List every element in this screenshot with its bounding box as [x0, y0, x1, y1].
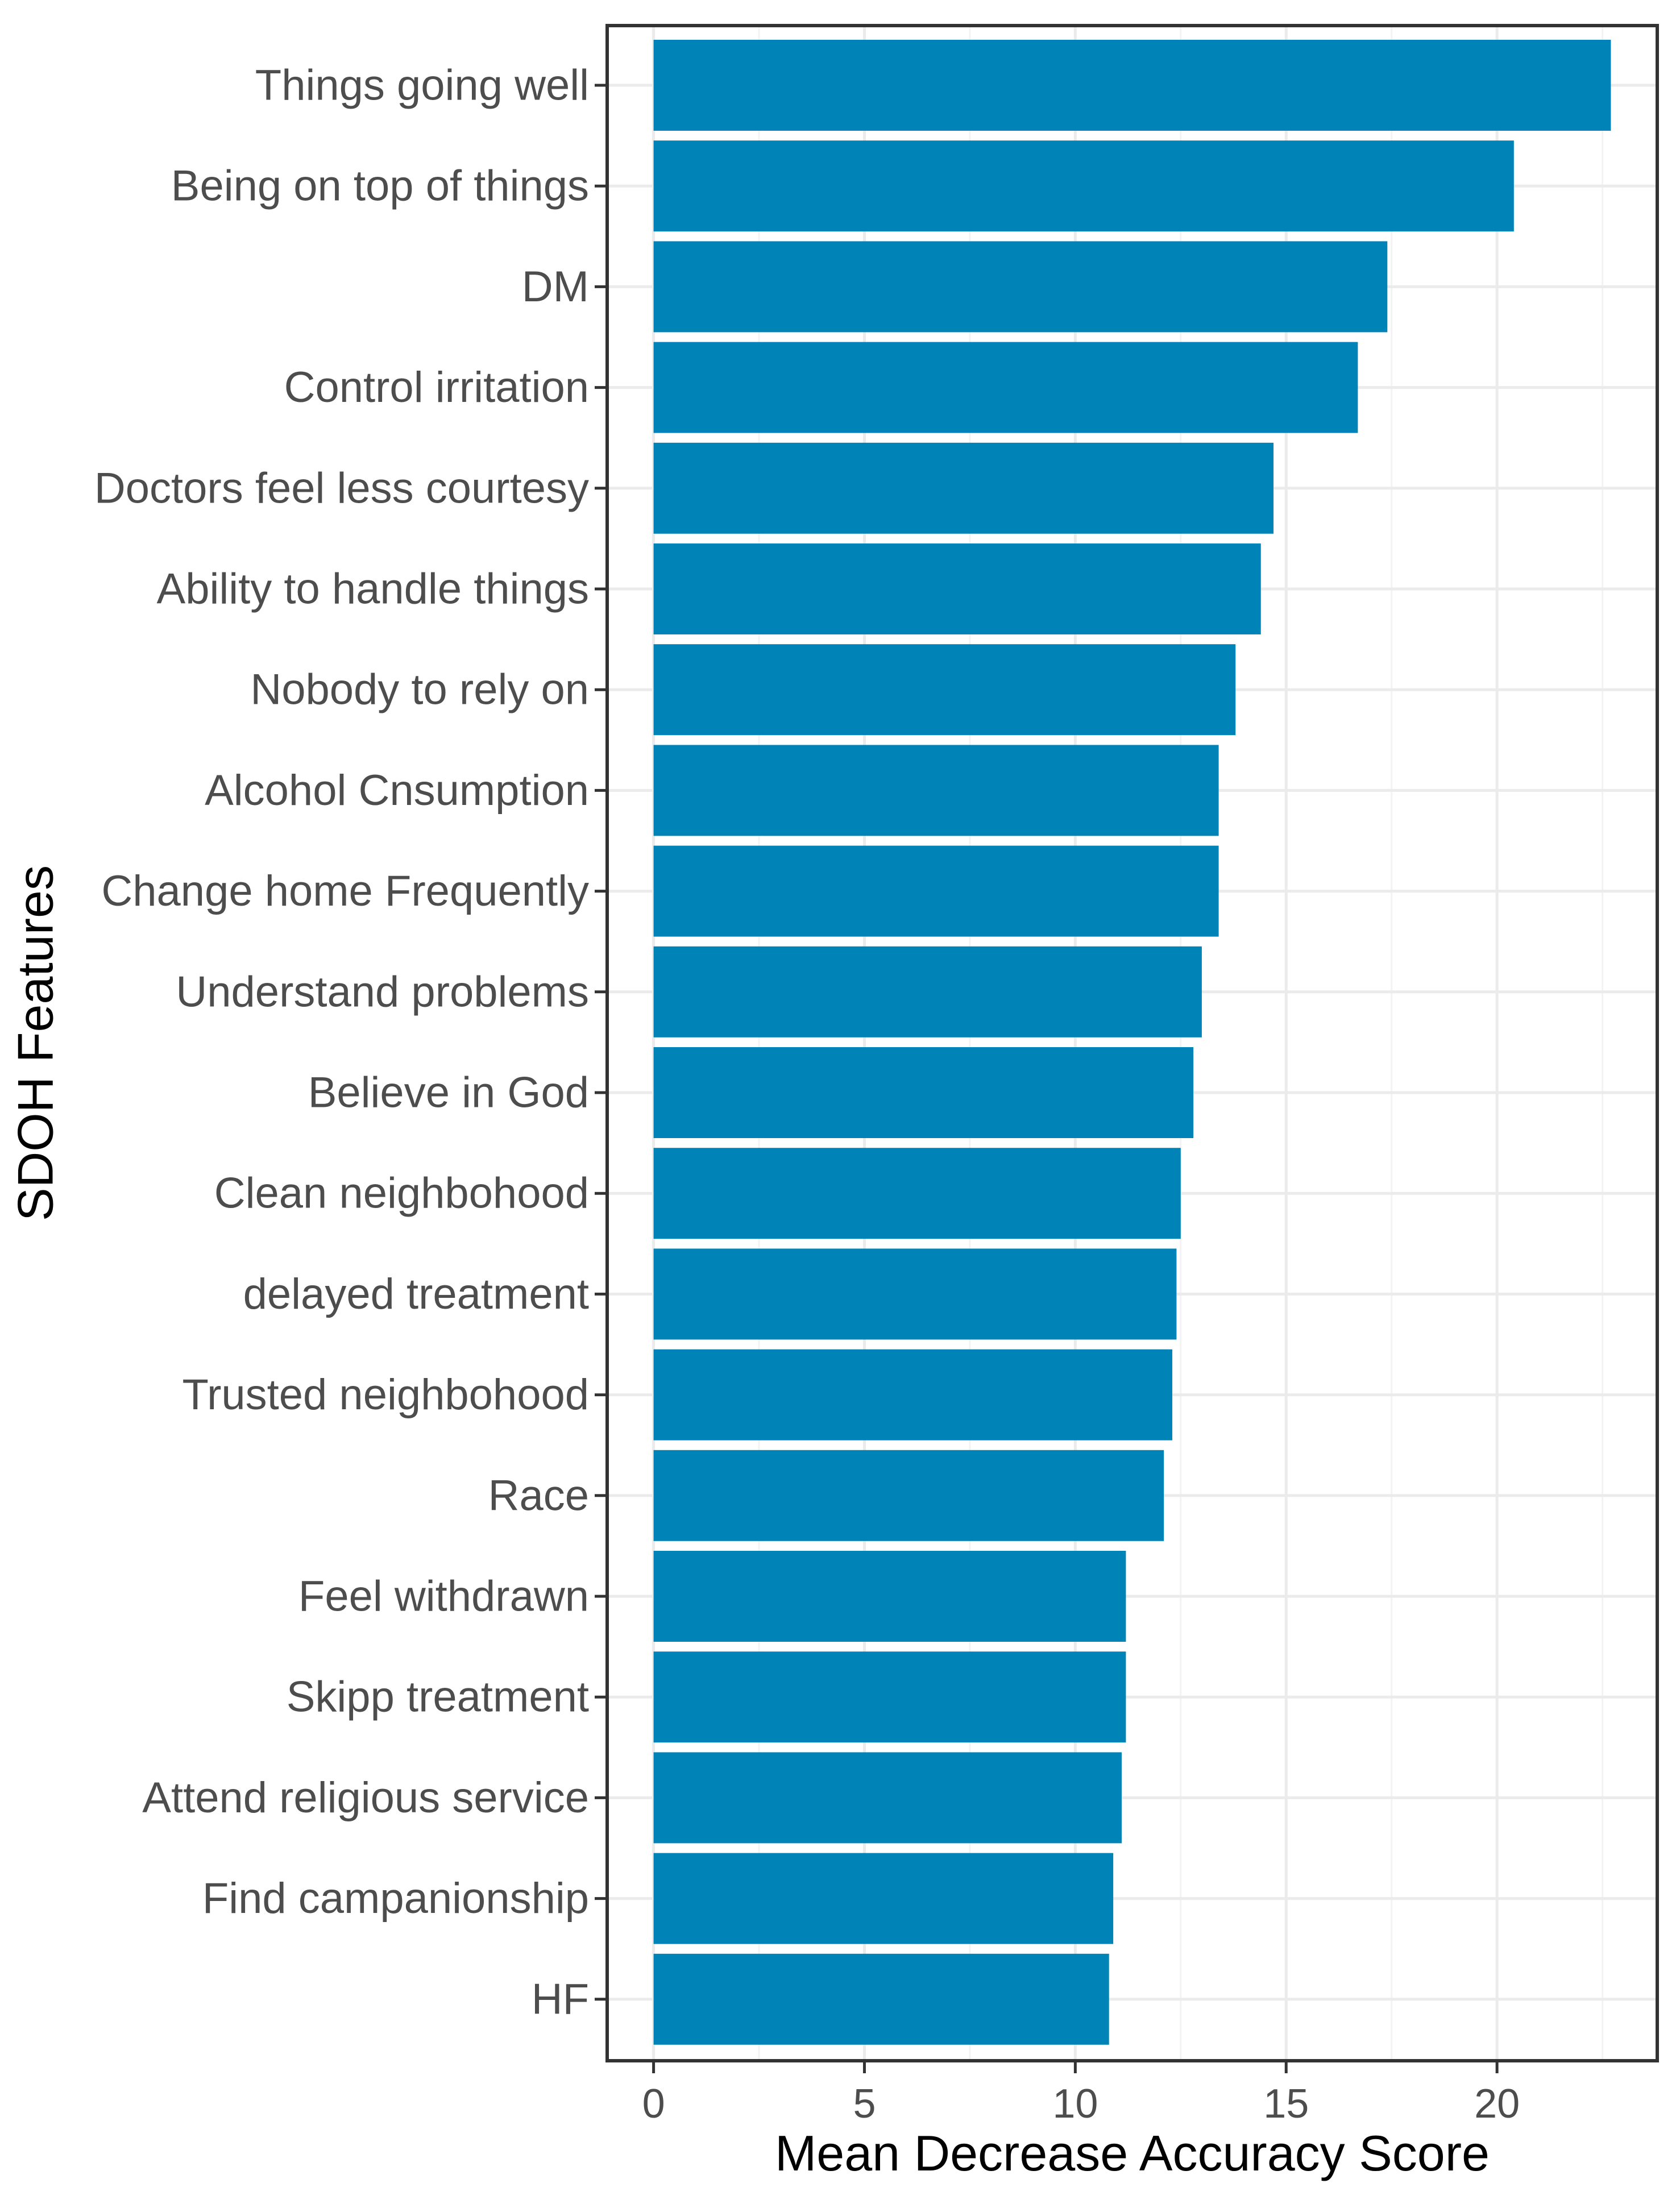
bar [653, 1752, 1122, 1844]
bar [653, 543, 1261, 634]
y-tick-label: Nobody to rely on [250, 666, 589, 714]
bar [653, 342, 1358, 433]
bar [653, 1047, 1194, 1138]
y-tick-label: Clean neighbohood [214, 1169, 589, 1218]
x-tick-label: 0 [642, 2081, 665, 2127]
bar [653, 1148, 1181, 1239]
x-tick-label: 10 [1052, 2081, 1098, 2127]
plot-panel-border [605, 24, 1659, 2062]
x-tick-label: 20 [1474, 2081, 1520, 2127]
y-axis-title: SDOH Features [7, 865, 64, 1221]
bar [653, 1248, 1177, 1340]
y-tick-label: delayed treatment [243, 1270, 589, 1318]
y-tick-label: Alcohol Cnsumption [205, 766, 589, 815]
bar [653, 1853, 1114, 1944]
y-tick-label: Understand problems [176, 968, 589, 1016]
y-axis: Things going well Being on top of things D… [94, 61, 607, 2023]
x-tick-label: 5 [853, 2081, 876, 2127]
bars-layer [653, 40, 1611, 2045]
y-tick-label: Feel withdrawn [298, 1572, 589, 1621]
bar [653, 845, 1219, 937]
bar [653, 1651, 1126, 1743]
x-axis: 0 5 10 15 20 [642, 2061, 1520, 2127]
y-tick-label: Being on top of things [171, 162, 589, 210]
y-tick-label: Find campanionship [202, 1874, 589, 1923]
bar [653, 140, 1514, 232]
y-tick-label: Skipp treatment [287, 1673, 589, 1721]
bar [653, 1953, 1109, 2045]
bar [653, 745, 1219, 836]
x-tick-label: 15 [1263, 2081, 1309, 2127]
y-tick-label: Control irritation [284, 363, 589, 412]
bar [653, 40, 1611, 131]
x-axis-title: Mean Decrease Accuracy Score [775, 2125, 1490, 2181]
bar [653, 1450, 1164, 1541]
y-tick-label: Doctors feel less courtesy [94, 464, 589, 512]
bar [653, 946, 1202, 1037]
bar [653, 1349, 1172, 1441]
y-tick-label: Race [488, 1471, 589, 1520]
y-tick-label: HF [532, 1975, 589, 2023]
bar [653, 442, 1274, 534]
y-tick-label: DM [522, 263, 589, 311]
y-tick-label: Ability to handle things [157, 565, 589, 613]
y-tick-label: Change home Frequently [101, 867, 589, 915]
y-tick-label: Trusted neighbohood [182, 1371, 589, 1419]
bar [653, 1551, 1126, 1642]
y-tick-label: Attend religious service [142, 1774, 589, 1822]
bar [653, 644, 1236, 736]
y-tick-label: Believe in God [308, 1069, 589, 1117]
y-tick-label: Things going well [255, 61, 589, 110]
bar [653, 241, 1388, 333]
